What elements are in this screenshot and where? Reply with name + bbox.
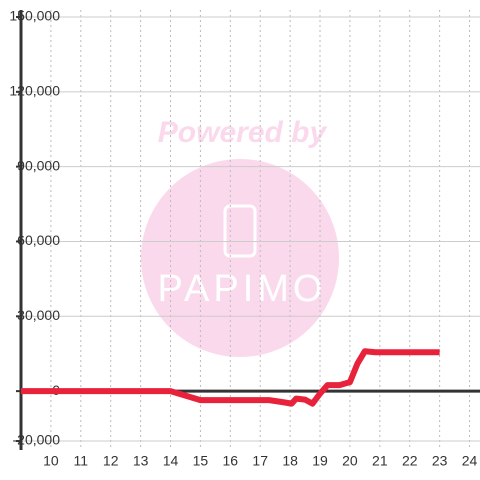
x-tick-label: 13 [133, 453, 149, 469]
watermark-icon [223, 204, 257, 258]
x-tick-label: 19 [312, 453, 328, 469]
x-tick-label: 16 [223, 453, 239, 469]
line-series [21, 348, 440, 407]
y-tick-label: 60,000 [17, 232, 60, 248]
x-tick-label: 11 [74, 453, 89, 469]
y-tick-label: -20,000 [13, 432, 61, 448]
y-tick-label: 90,000 [17, 157, 60, 173]
y-tick-label: 120,000 [9, 83, 60, 99]
x-tick-label: 10 [43, 453, 59, 469]
watermark-logo: PAPIMO [158, 268, 327, 310]
watermark-text: Powered by [158, 116, 328, 149]
x-tick-label: 21 [372, 453, 388, 469]
x-tick-label: 24 [462, 453, 478, 469]
y-tick-label: 150,000 [9, 8, 60, 24]
x-tick-label: 22 [402, 453, 418, 469]
x-tick-label: 18 [282, 453, 298, 469]
x-tick-label: 14 [163, 453, 179, 469]
x-tick-label: 15 [193, 453, 209, 469]
watermark-circle [141, 159, 339, 357]
watermark: Powered by PAPIMO [141, 116, 339, 357]
x-tick-label: 20 [342, 453, 358, 469]
x-tick-label: 17 [252, 453, 268, 469]
x-tick-label: 23 [432, 453, 448, 469]
x-tick-label: 12 [103, 453, 119, 469]
y-tick-label: 30,000 [17, 307, 60, 323]
